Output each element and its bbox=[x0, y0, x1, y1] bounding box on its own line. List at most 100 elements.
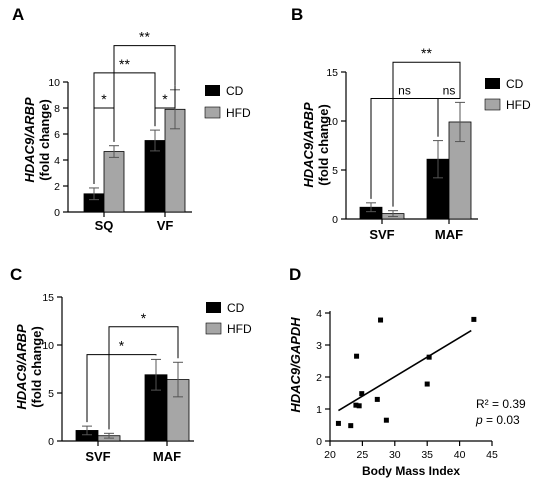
panel-d-regression-line bbox=[338, 329, 472, 412]
panel-c-bars bbox=[75, 374, 190, 442]
panel-c-sig-label: * bbox=[141, 310, 147, 326]
panel-d-point bbox=[353, 402, 359, 408]
panel-c-y-tick-label: 10 bbox=[42, 340, 54, 352]
panel-c-y-tick-label: 5 bbox=[48, 388, 54, 400]
panel-a-ylabel-unit: (fold change) bbox=[37, 99, 52, 181]
panel-a-y-tick-label: 4 bbox=[54, 155, 60, 167]
panel-a-y-tick-label: 10 bbox=[48, 77, 60, 89]
panel-c-errorbars bbox=[82, 358, 183, 439]
panel-c-sig-label: * bbox=[119, 338, 125, 354]
panel-a-legend-hfd: HFD bbox=[226, 106, 251, 120]
panel-a-ylabel-gene: HDAC9/ARBP bbox=[22, 97, 37, 183]
panel-a-sig-label: ** bbox=[119, 56, 130, 72]
panel-d-letter: D bbox=[289, 265, 301, 284]
panel-d-point bbox=[383, 417, 389, 423]
panel-b-legend: CD HFD bbox=[484, 77, 531, 112]
panel-b-legend-hfd: HFD bbox=[506, 98, 531, 112]
panel-d-xlabel: Body Mass Index bbox=[362, 464, 460, 478]
panel-d-x-tick-label: 35 bbox=[421, 449, 433, 461]
panel-a-legend: CD HFD bbox=[204, 84, 251, 120]
panel-b-errorbars bbox=[366, 101, 465, 218]
panel-d-point bbox=[374, 396, 380, 402]
panel-c-legend-cd-swatch bbox=[206, 302, 221, 313]
panel-c-sig-bracket bbox=[108, 326, 179, 430]
panel-d-y-tick-label: 4 bbox=[316, 308, 322, 320]
panel-b-ylabel: HDAC9/ARBP bbox=[301, 102, 316, 188]
panel-d-p-symbol: p bbox=[475, 413, 483, 427]
panel-b-y-tick-label: 0 bbox=[332, 214, 338, 226]
panel-d: D HDAC9/GAPDH 0 1 2 3 4 20 25 30 35 40 45 R² = 0.3… bbox=[288, 265, 526, 478]
panel-a-y-tick-label: 2 bbox=[54, 181, 60, 193]
panel-a: A HDAC9/ARBP (fold change) 0 2 4 6 8 10 SQ VF *… bbox=[12, 5, 251, 233]
panel-c-letter: C bbox=[10, 265, 22, 284]
panel-c-sig-bracket bbox=[86, 354, 157, 423]
panel-b-significance: ns ns ** bbox=[370, 45, 461, 207]
panel-d-point bbox=[426, 354, 432, 360]
panel-b-category-label: SVF bbox=[369, 227, 394, 242]
panel-d-point bbox=[424, 381, 430, 387]
panel-d-fit-line bbox=[338, 329, 472, 412]
panel-d-y-tick-label: 1 bbox=[316, 404, 322, 416]
panel-b-y-tick-label: 10 bbox=[326, 116, 338, 128]
panel-b-ylabel-gene: HDAC9/ARBP bbox=[301, 102, 316, 188]
panel-d-p-number: = 0.03 bbox=[483, 413, 520, 427]
panel-c-y-tick-label: 15 bbox=[42, 292, 54, 304]
panel-a-bars bbox=[83, 108, 186, 213]
panel-a-y-tick-label: 0 bbox=[54, 207, 60, 219]
panel-a-legend-cd-swatch bbox=[205, 85, 220, 96]
panel-d-x-tick-label: 45 bbox=[486, 449, 498, 461]
panel-d-point bbox=[471, 316, 477, 322]
panel-c-ylabel: HDAC9/ARBP bbox=[14, 324, 29, 410]
panel-d-x-tick-label: 25 bbox=[357, 449, 369, 461]
panel-a-sig-label: ** bbox=[139, 29, 150, 45]
panel-b-category-label: MAF bbox=[435, 227, 463, 242]
panel-a-sig-bracket bbox=[93, 72, 156, 184]
panel-a-sig-label: * bbox=[101, 91, 107, 107]
panel-c-legend-cd: CD bbox=[227, 301, 245, 315]
panel-a-legend-hfd-swatch bbox=[204, 106, 221, 119]
panel-b-legend-hfd-swatch bbox=[484, 98, 501, 111]
panel-b-y-tick-label: 15 bbox=[326, 67, 338, 79]
panel-b-letter: B bbox=[291, 5, 303, 24]
panel-c-legend-hfd-swatch bbox=[205, 322, 222, 335]
panel-d-x-tick-label: 40 bbox=[454, 449, 466, 461]
panel-a-significance: * ***** bbox=[93, 29, 176, 184]
panel-a-category-label: SQ bbox=[95, 218, 114, 233]
panel-a-letter: A bbox=[12, 5, 24, 24]
panel-b-ylabel-unit: (fold change) bbox=[316, 104, 331, 186]
panel-a-category-label: VF bbox=[157, 218, 174, 233]
panel-d-point bbox=[378, 317, 384, 323]
panel-b-legend-cd-swatch bbox=[485, 78, 500, 89]
panel-d-x-tick-label: 30 bbox=[389, 449, 401, 461]
panel-d-r2: R² = 0.39 bbox=[476, 397, 526, 411]
panel-d-x-tick-label: 20 bbox=[324, 449, 336, 461]
panel-d-point bbox=[354, 353, 360, 359]
panel-d-p-value: p = 0.03 bbox=[475, 413, 520, 427]
panel-c-y-tick-label: 0 bbox=[48, 436, 54, 448]
panel-c-legend-hfd: HFD bbox=[227, 322, 252, 336]
panel-a-sig-label: * bbox=[162, 91, 168, 107]
panel-a-y-tick-label: 8 bbox=[54, 103, 60, 115]
panel-b-sig-label: ns bbox=[398, 83, 411, 97]
panel-c-ylabel-unit: (fold change) bbox=[29, 326, 44, 408]
panel-b-bars bbox=[359, 121, 472, 220]
panel-b-sig-bracket bbox=[437, 97, 461, 137]
panel-d-point bbox=[356, 403, 362, 409]
panel-c-significance: ** bbox=[86, 310, 179, 430]
panel-d-y-tick-label: 3 bbox=[316, 340, 322, 352]
panel-b-y-tick-label: 5 bbox=[332, 165, 338, 177]
panel-d-point bbox=[335, 420, 341, 426]
panel-a-sig-bracket bbox=[113, 45, 176, 142]
panel-b-sig-bracket bbox=[392, 61, 461, 207]
panel-b-sig-label: ** bbox=[421, 45, 432, 61]
panel-c-legend: CD HFD bbox=[205, 301, 252, 336]
panel-d-y-tick-label: 0 bbox=[316, 436, 322, 448]
panel-c-category-label: MAF bbox=[153, 449, 181, 464]
panel-d-point bbox=[348, 423, 354, 429]
panel-a-ylabel: HDAC9/ARBP bbox=[22, 97, 37, 183]
panel-c-ylabel-gene: HDAC9/ARBP bbox=[14, 324, 29, 410]
panel-a-bar-hfd-sq bbox=[103, 151, 125, 213]
